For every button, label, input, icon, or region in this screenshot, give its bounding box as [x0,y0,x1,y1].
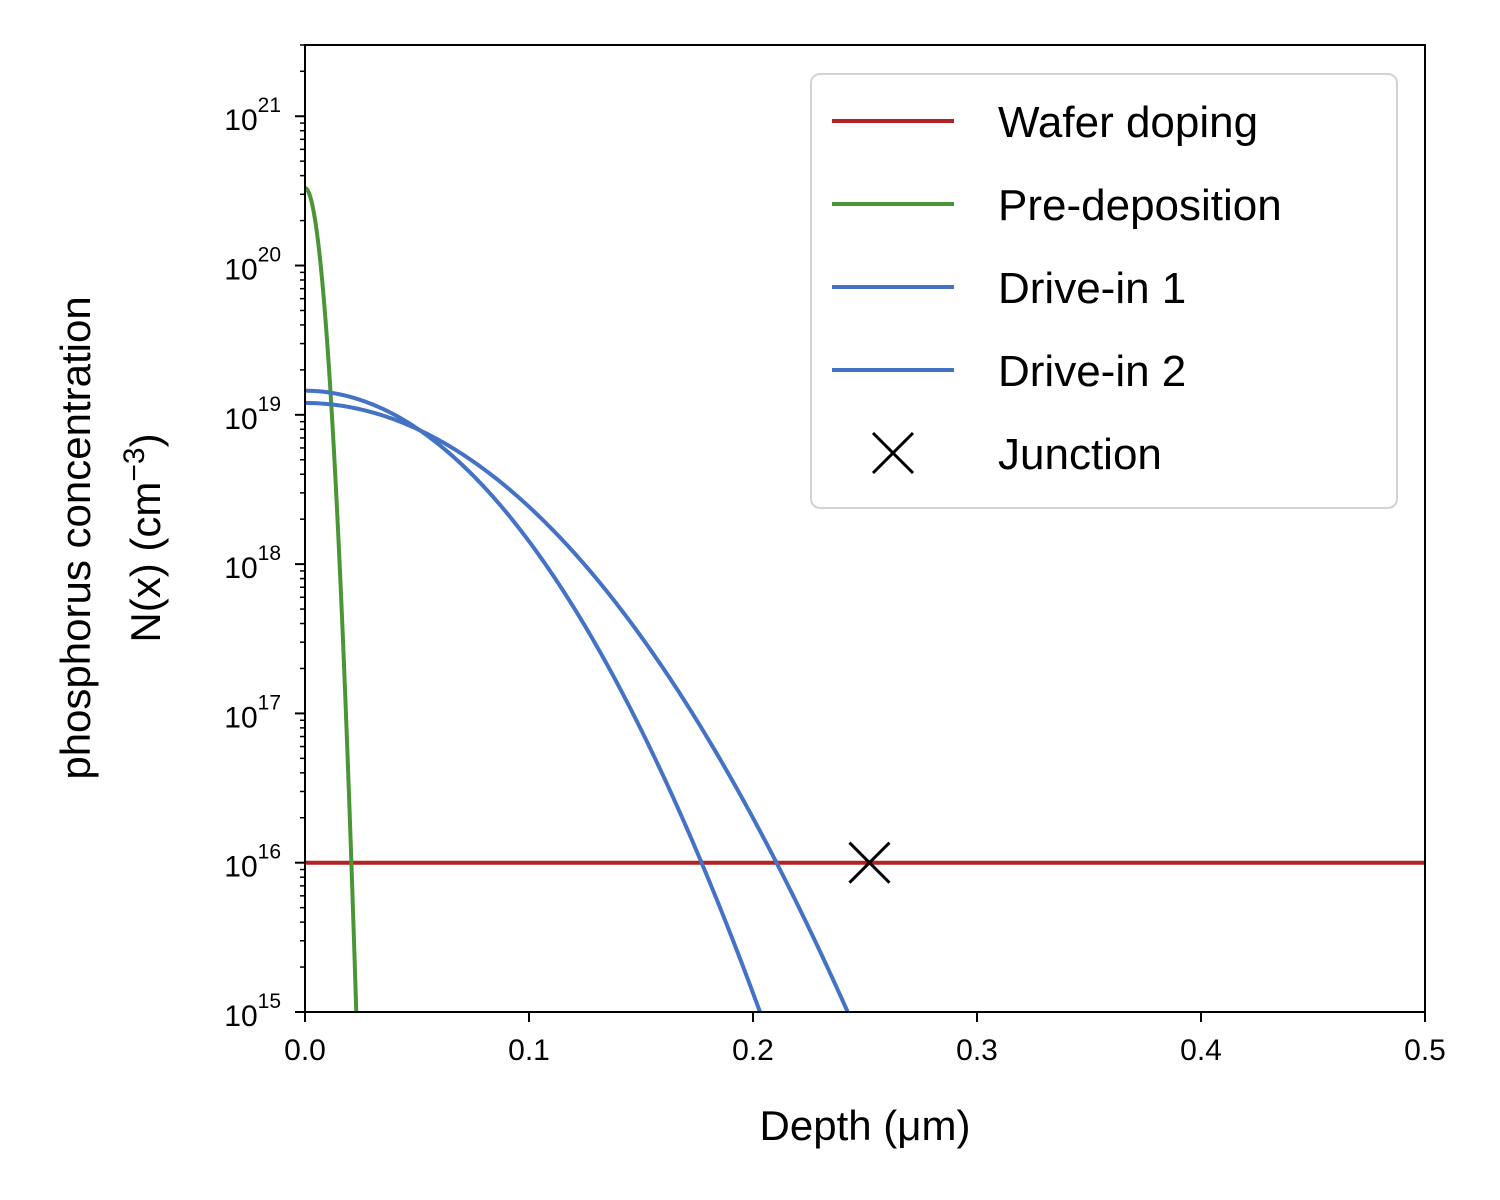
legend: Wafer doping Pre-deposition Drive-in 1 Driv… [810,73,1398,509]
x-tick-label: 0.2 [732,1034,774,1067]
y-axis-label-line1: phosphorus concentration [52,296,99,779]
x-tick-label: 0.1 [508,1034,550,1067]
legend-label: Pre-deposition [998,181,1282,230]
y-tick-label: 1020 [224,244,281,287]
y-axis-label-2: N(x) (cm−3) [118,433,169,642]
y-tick-label: 1021 [224,94,281,137]
legend-item: Wafer doping [832,98,1258,147]
x-tick-label: 0.3 [956,1034,998,1067]
y-tick-label: 1015 [224,990,281,1033]
plot-frame [304,44,1426,1013]
legend-item: Junction [871,430,1162,479]
y-axis-label-line2: N(x) (cm−3) [118,433,169,642]
x-axis: 0.0 0.1 0.2 0.3 0.4 0.5 [284,1012,1446,1067]
legend-label: Wafer doping [998,98,1258,147]
y-tick-label: 1017 [224,691,281,734]
y-tick-label: 1019 [224,393,281,436]
series-layer [305,186,1425,1012]
series-line-3 [305,388,763,1012]
legend-label: Drive-in 2 [998,347,1186,396]
legend-box [810,73,1398,509]
legend-label: Junction [998,430,1162,479]
y-axis-label-sup: −3 [118,447,151,481]
legend-label: Drive-in 1 [998,264,1186,313]
legend-marker-swatch [871,431,915,475]
series-line-2 [305,186,359,1012]
legend-item: Pre-deposition [832,181,1282,230]
y-tick-label: 1016 [224,841,281,884]
junction-marker [848,841,891,884]
marker-layer [848,841,891,884]
legend-item: Drive-in 1 [832,264,1186,313]
x-axis-label: Depth (μm) [760,1102,971,1149]
x-tick-label: 0.0 [284,1034,326,1067]
y-tick-label: 1018 [224,542,281,585]
x-tick-label: 0.5 [1404,1034,1446,1067]
legend-item: Drive-in 2 [832,347,1186,396]
y-axis: 1015 1016 1017 1018 1019 1020 1021 [224,44,305,1033]
series-line-4 [305,401,850,1012]
x-tick-label: 0.4 [1180,1034,1222,1067]
y-axis-label: phosphorus concentration [52,296,99,779]
